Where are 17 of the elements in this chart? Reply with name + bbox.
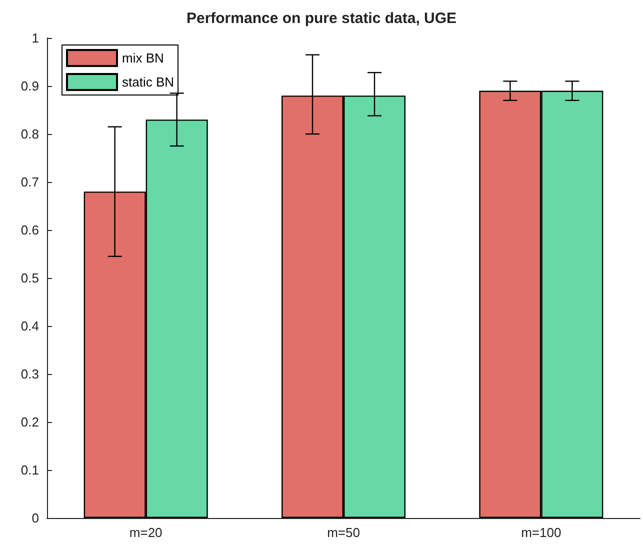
x-tick-label: m=100 xyxy=(521,525,562,540)
y-tick-label: 0.5 xyxy=(20,270,39,286)
legend-label: static BN xyxy=(122,74,174,90)
y-tick-label: 0.2 xyxy=(20,414,39,430)
y-tick-label: 0.9 xyxy=(20,78,39,94)
y-tick-label: 0.8 xyxy=(20,126,39,142)
y-tick-label: 0 xyxy=(32,510,39,526)
y-tick-label: 0.4 xyxy=(20,318,39,334)
y-tick-label: 0.1 xyxy=(20,462,39,478)
y-tick-label: 0.7 xyxy=(20,174,39,190)
x-tick-label: m=20 xyxy=(129,525,162,540)
chart-title: Performance on pure static data, UGE xyxy=(186,10,457,27)
y-tick-label: 1 xyxy=(32,30,39,46)
legend-label: mix BN xyxy=(122,50,164,66)
y-tick-label: 0.6 xyxy=(20,222,39,238)
y-tick-label: 0.3 xyxy=(20,366,39,382)
x-tick-label: m=50 xyxy=(327,525,360,540)
